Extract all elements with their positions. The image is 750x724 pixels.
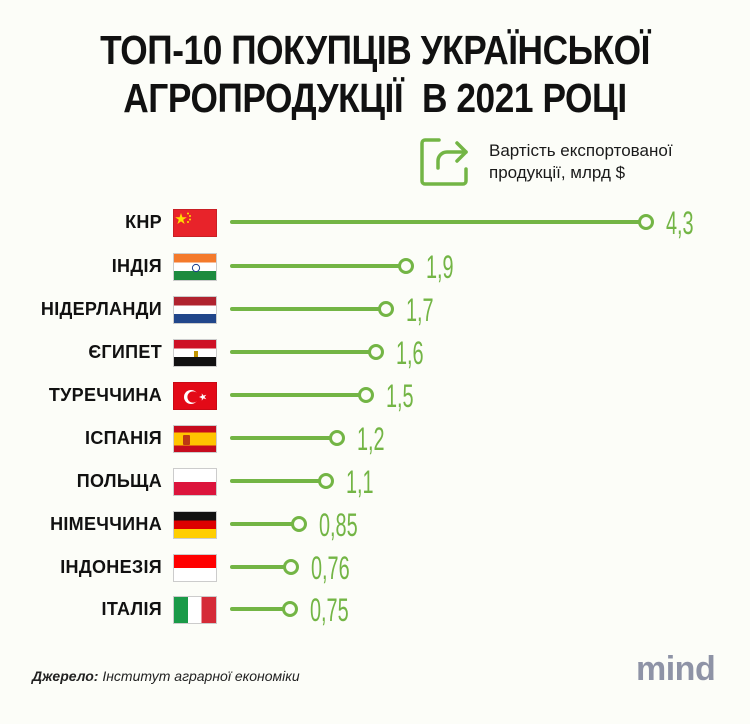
country-label: ІНДІЯ bbox=[111, 256, 162, 276]
country-label: НІМЕЧЧИНА bbox=[50, 514, 162, 534]
value-bar bbox=[230, 220, 642, 224]
bar-end-marker bbox=[398, 258, 414, 274]
country-label: ЄГИПЕТ bbox=[88, 342, 162, 362]
chart-row: ПОЛЬЩА 1,1 bbox=[0, 461, 750, 501]
chart-row: НІДЕРЛАНДИ 1,7 bbox=[0, 289, 750, 329]
country-label: КНР bbox=[125, 212, 162, 232]
value-label: 1,2 bbox=[357, 421, 385, 457]
chart-row: ІНДІЯ 1,9 bbox=[0, 246, 750, 286]
country-label: НІДЕРЛАНДИ bbox=[40, 299, 162, 319]
bar-end-marker bbox=[282, 601, 298, 617]
mind-logo: mind bbox=[636, 650, 716, 688]
bar-end-marker bbox=[283, 559, 299, 575]
chart-row: ТУРЕЧЧИНА 1,5 bbox=[0, 375, 750, 415]
value-bar bbox=[230, 479, 322, 483]
value-bar bbox=[230, 393, 362, 397]
bar-end-marker bbox=[318, 473, 334, 489]
legend-label: Вартість експортованої продукції, млрд $ bbox=[489, 140, 749, 184]
country-label: ІСПАНІЯ bbox=[85, 428, 162, 448]
chart-row: КНР 4,3 bbox=[0, 202, 750, 242]
indonesia-flag-icon bbox=[173, 554, 217, 582]
source-note: Джерело: Інститут аграрної економіки bbox=[32, 668, 300, 684]
spain-flag-icon bbox=[173, 425, 217, 453]
value-label: 4,3 bbox=[666, 205, 694, 241]
value-label: 1,9 bbox=[426, 249, 454, 285]
title-line-1: ТОП-10 ПОКУПЦІВ УКРАЇНСЬКОЇ bbox=[100, 27, 650, 73]
title-line-2: АГРОПРОДУКЦІЇ В 2021 РОЦІ bbox=[123, 75, 627, 121]
germany-flag-icon bbox=[173, 511, 217, 539]
chart-row: ІНДОНЕЗІЯ 0,76 bbox=[0, 547, 750, 587]
value-bar bbox=[230, 350, 372, 354]
value-bar bbox=[230, 607, 286, 611]
china-flag-icon bbox=[173, 209, 217, 237]
bar-end-marker bbox=[329, 430, 345, 446]
bar-end-marker bbox=[291, 516, 307, 532]
chart-row: ЄГИПЕТ 1,6 bbox=[0, 332, 750, 372]
chart-title: ТОП-10 ПОКУПЦІВ УКРАЇНСЬКОЇ АГРОПРОДУКЦІ… bbox=[53, 26, 698, 122]
value-bar bbox=[230, 307, 382, 311]
value-label: 0,75 bbox=[310, 592, 349, 628]
value-bar bbox=[230, 436, 333, 440]
india-flag-icon bbox=[173, 253, 217, 281]
source-value: Інститут аграрної економіки bbox=[98, 668, 300, 684]
chart-row: НІМЕЧЧИНА 0,85 bbox=[0, 504, 750, 544]
value-bar bbox=[230, 565, 287, 569]
country-label: ПОЛЬЩА bbox=[76, 471, 162, 491]
bar-end-marker bbox=[378, 301, 394, 317]
source-label: Джерело: bbox=[32, 668, 99, 684]
value-bar bbox=[230, 522, 295, 526]
italy-flag-icon bbox=[173, 596, 217, 624]
export-share-icon bbox=[420, 138, 468, 186]
value-label: 0,85 bbox=[319, 507, 358, 543]
value-label: 1,6 bbox=[396, 335, 424, 371]
egypt-flag-icon bbox=[173, 339, 217, 367]
turkey-flag-icon bbox=[173, 382, 217, 410]
value-bar bbox=[230, 264, 402, 268]
country-label: ІТАЛІЯ bbox=[101, 599, 162, 619]
value-label: 0,76 bbox=[311, 550, 350, 586]
chart-row: ІТАЛІЯ 0,75 bbox=[0, 589, 750, 629]
country-label: ТУРЕЧЧИНА bbox=[48, 385, 162, 405]
country-label: ІНДОНЕЗІЯ bbox=[60, 557, 162, 577]
bar-end-marker bbox=[638, 214, 654, 230]
netherlands-flag-icon bbox=[173, 296, 217, 324]
chart-row: ІСПАНІЯ 1,2 bbox=[0, 418, 750, 458]
bar-end-marker bbox=[358, 387, 374, 403]
legend-label-line-1: Вартість експортованої bbox=[489, 141, 673, 160]
value-label: 1,7 bbox=[406, 292, 434, 328]
value-label: 1,5 bbox=[386, 378, 414, 414]
value-label: 1,1 bbox=[346, 464, 374, 500]
bar-end-marker bbox=[368, 344, 384, 360]
poland-flag-icon bbox=[173, 468, 217, 496]
legend-label-line-2: продукції, млрд $ bbox=[489, 163, 626, 182]
